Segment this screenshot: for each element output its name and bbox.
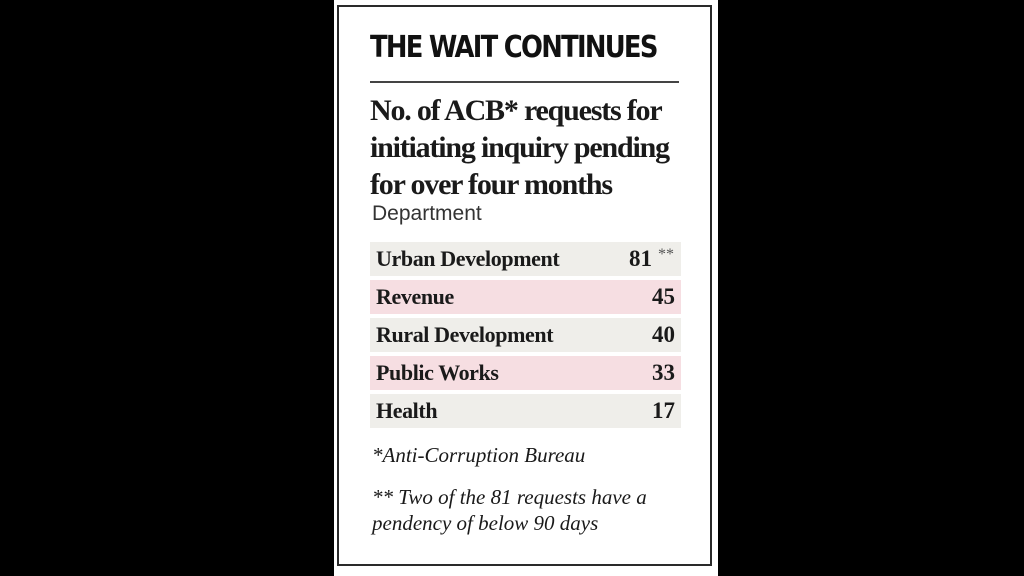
footnote-acb: *Anti-Corruption Bureau	[372, 443, 586, 467]
footnote-pendency: ** Two of the 81 requests have a pendenc…	[372, 485, 647, 535]
table-row-revenue: Revenue 45	[370, 280, 681, 314]
card-border	[337, 5, 712, 566]
footnote-marker: **	[658, 246, 674, 263]
chart-title: THE WAIT CONTINUES	[370, 30, 658, 65]
row-label: Urban Development	[376, 246, 560, 271]
row-value: 33	[652, 360, 675, 385]
row-label: Health	[376, 398, 438, 423]
table-row-urban-development: Urban Development 81 **	[370, 242, 681, 276]
row-label: Public Works	[376, 360, 499, 385]
column-header-department: Department	[372, 202, 482, 225]
table-row-rural-development: Rural Development 40	[370, 318, 681, 352]
row-label: Rural Development	[376, 322, 554, 347]
row-value: 17	[652, 398, 675, 423]
row-label: Revenue	[376, 284, 454, 309]
row-value: 45	[652, 284, 675, 309]
title-divider	[370, 81, 679, 83]
table-row-health: Health 17	[370, 394, 681, 428]
row-value: 40	[652, 322, 675, 347]
table-row-public-works: Public Works 33	[370, 356, 681, 390]
chart-subtitle: No. of ACB* requests for initiating inqu…	[370, 94, 670, 201]
row-value: 81	[629, 246, 652, 271]
